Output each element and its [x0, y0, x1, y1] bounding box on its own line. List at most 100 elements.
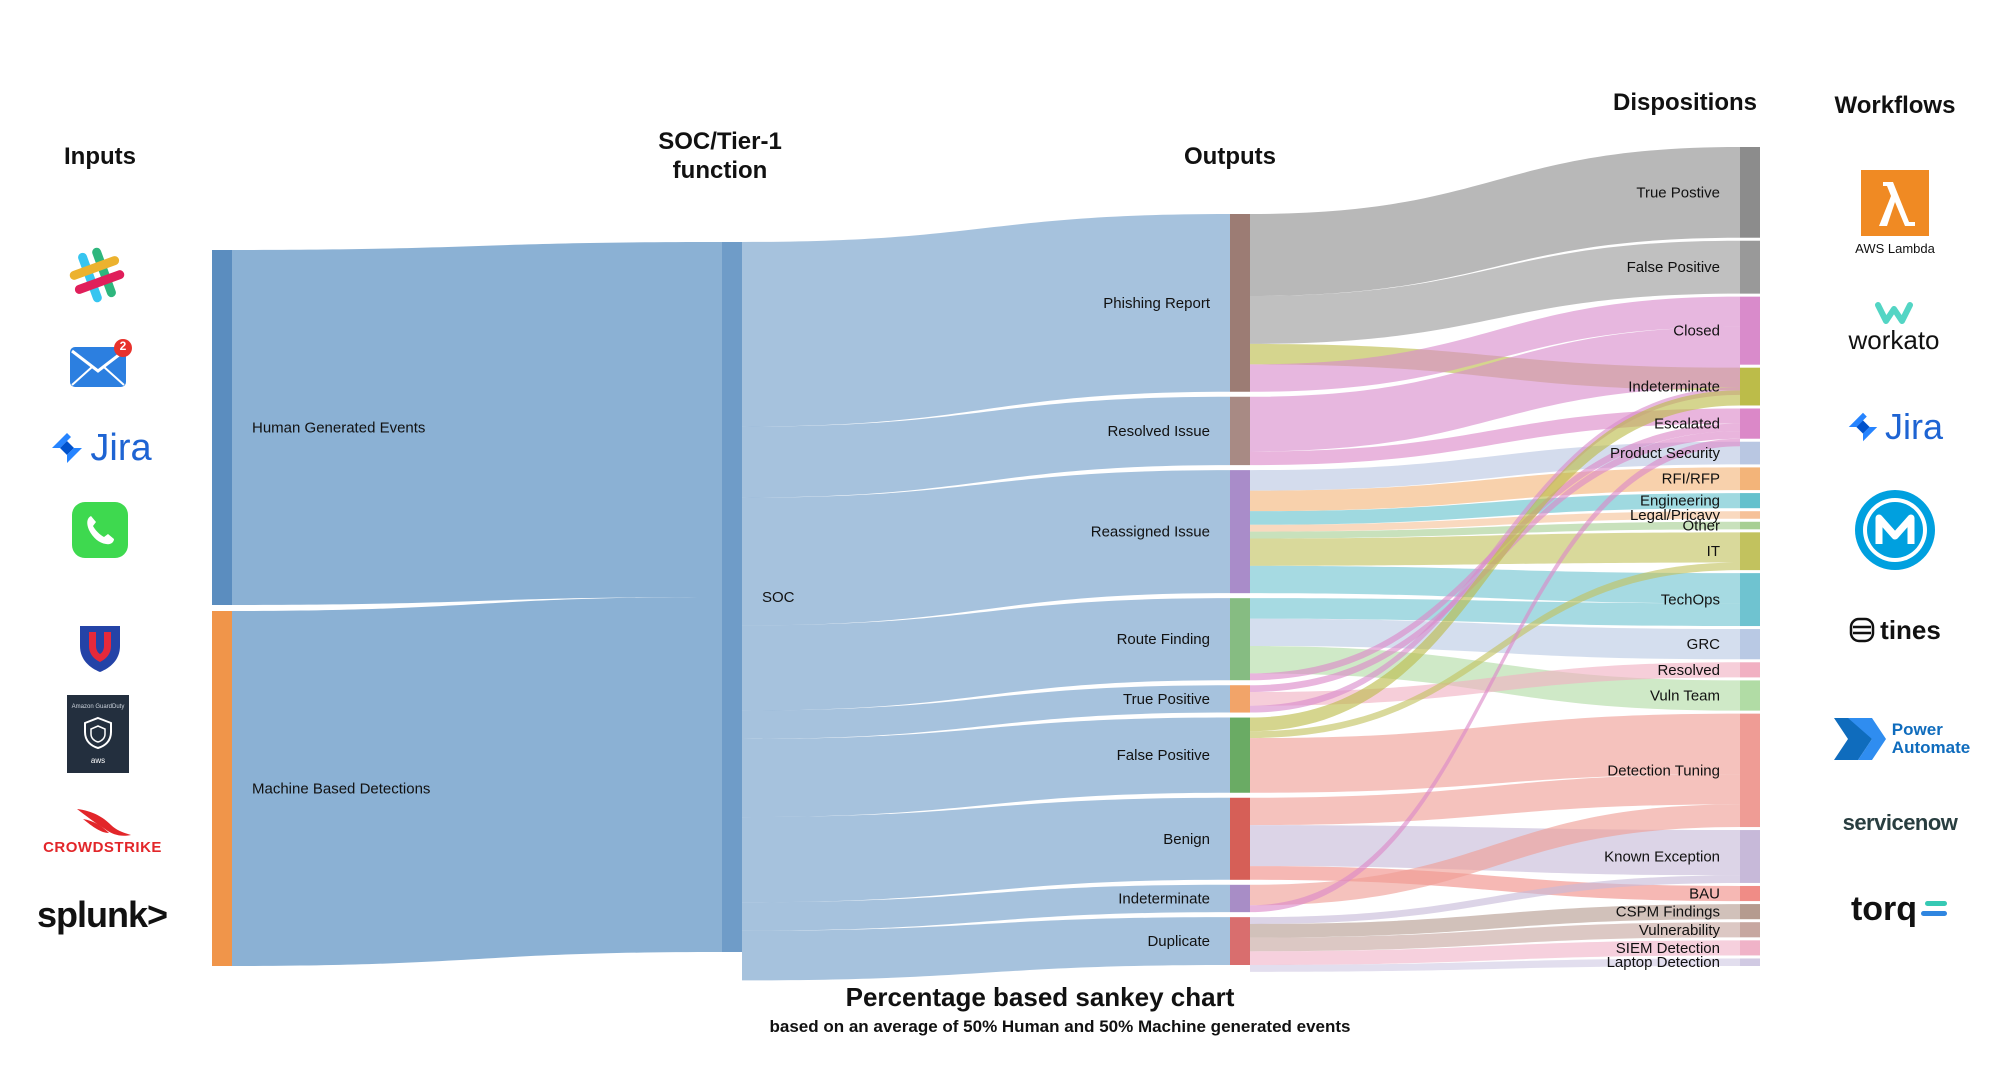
jira-icon	[1848, 412, 1878, 442]
label-dispositions-rfi-rfp: RFI/RFP	[1662, 471, 1720, 488]
label-dispositions-resolved: Resolved	[1657, 662, 1720, 679]
link-reassigned-issue-to-engineering	[1250, 493, 1740, 525]
label-dispositions-other: Other	[1682, 518, 1720, 535]
slack-icon	[62, 240, 132, 310]
mail-icon: 2	[64, 335, 144, 395]
shield-u-icon	[72, 620, 128, 676]
label-dispositions-cspm-findings: CSPM Findings	[1616, 904, 1720, 921]
node-dispositions-engineering	[1740, 493, 1760, 509]
label-dispositions-escalated: Escalated	[1654, 416, 1720, 433]
node-outputs-phishing-report	[1230, 214, 1250, 392]
label-outputs-true-positive: True Positive	[1123, 691, 1210, 708]
splunk-text: splunk>	[36, 894, 168, 935]
label-dispositions-vuln-team: Vuln Team	[1650, 688, 1720, 705]
link-soc-to-route-finding	[742, 598, 1230, 711]
link-phishing-report-to-true-postive	[1250, 147, 1740, 297]
header-inputs: Inputs	[64, 143, 136, 170]
power-automate-logo: Power Automate	[1826, 712, 1976, 766]
link-reassigned-issue-to-legal-pricavy	[1250, 511, 1740, 532]
node-dispositions-other	[1740, 521, 1760, 530]
link-indeterminate-to-escalated	[1250, 438, 1740, 913]
torq-text: torq	[1850, 889, 1918, 928]
link-false-positive-to-indeterminate	[1250, 390, 1740, 732]
link-human-generated-events-to-soc	[232, 242, 722, 605]
crowdstrike-logo: CROWDSTRIKE	[30, 800, 175, 860]
node-dispositions-vuln-team	[1740, 680, 1760, 711]
jira-icon	[52, 433, 83, 463]
node-dispositions-indeterminate	[1740, 367, 1760, 406]
tines-text: tines	[1880, 614, 1941, 645]
node-outputs-benign	[1230, 797, 1250, 880]
node-outputs-reassigned-issue	[1230, 470, 1250, 594]
label-dispositions-known-exception: Known Exception	[1604, 849, 1720, 866]
label-dispositions-engineering: Engineering	[1640, 493, 1720, 510]
aws-lambda-logo: AWS Lambda	[1840, 168, 1950, 258]
link-reassigned-issue-to-other	[1250, 521, 1740, 539]
label-dispositions-bau: BAU	[1689, 886, 1720, 903]
link-soc-to-false-positive	[742, 717, 1230, 818]
power-automate-icon	[1833, 718, 1886, 760]
node-dispositions-cspm-findings	[1740, 904, 1760, 920]
link-duplicate-to-laptop-detection	[1250, 958, 1740, 972]
splunk-logo: splunk>	[32, 890, 172, 940]
label-inputs-human-generated-events: Human Generated Events	[252, 420, 425, 437]
workato-text: workato	[1848, 324, 1940, 355]
servicenow-text: servicenow	[1842, 810, 1958, 835]
label-dispositions-product-security: Product Security	[1610, 445, 1721, 462]
guardduty-aws: aws	[90, 755, 106, 765]
link-false-positive-to-detection-tuning	[1250, 713, 1740, 793]
label-dispositions-it: IT	[1707, 543, 1720, 560]
tines-logo: tines	[1840, 608, 1950, 652]
label-dispositions-siem-detection: SIEM Detection	[1616, 940, 1720, 957]
node-outputs-true-positive	[1230, 685, 1250, 713]
link-reassigned-issue-to-techops	[1250, 565, 1740, 604]
node-dispositions-detection-tuning	[1740, 713, 1760, 828]
link-duplicate-to-cspm-findings	[1250, 904, 1740, 938]
link-route-finding-to-techops	[1250, 598, 1740, 627]
header-workflows: Workflows	[1834, 92, 1956, 119]
node-dispositions-techops	[1740, 573, 1760, 627]
aws-lambda-caption: AWS Lambda	[1855, 241, 1935, 256]
link-resolved-issue-to-closed	[1250, 326, 1740, 452]
chart-title: Percentage based sankey chart	[845, 982, 1235, 1012]
link-soc-to-indeterminate	[742, 884, 1230, 931]
link-true-positive-to-closed	[1250, 387, 1740, 713]
jira-input-text: Jira	[90, 426, 152, 469]
workato-logo: workato	[1836, 298, 1952, 358]
label-dispositions-false-positive: False Positive	[1627, 259, 1720, 276]
node-outputs-route-finding	[1230, 598, 1250, 681]
link-soc-to-true-positive	[742, 685, 1230, 739]
node-dispositions-vulnerability	[1740, 922, 1760, 938]
crowdstrike-text: CROWDSTRIKE	[43, 838, 162, 856]
header-outputs: Outputs	[1184, 143, 1276, 170]
jira-workflow-logo: Jira	[1836, 400, 1952, 454]
node-dispositions-rfi-rfp	[1740, 467, 1760, 491]
node-outputs-duplicate	[1230, 917, 1250, 965]
node-dispositions-closed	[1740, 296, 1760, 365]
label-inputs-machine-based-detections: Machine Based Detections	[252, 781, 430, 798]
sankey-links	[232, 147, 1740, 981]
link-duplicate-to-siem-detection	[1250, 940, 1740, 965]
phone-icon	[70, 500, 130, 560]
link-indeterminate-to-detection-tuning	[1250, 804, 1740, 906]
link-soc-to-resolved-issue	[742, 396, 1230, 498]
node-outputs-resolved-issue	[1230, 396, 1250, 466]
link-duplicate-to-vulnerability	[1250, 922, 1740, 952]
torq-logo: torq	[1836, 884, 1966, 934]
label-outputs-phishing-report: Phishing Report	[1103, 295, 1211, 312]
node-dispositions-resolved	[1740, 662, 1760, 678]
label-outputs-route-finding: Route Finding	[1117, 631, 1210, 648]
node-soc-soc	[722, 242, 742, 952]
label-outputs-benign: Benign	[1163, 831, 1210, 848]
link-benign-to-bau	[1250, 866, 1740, 902]
mulesoft-logo	[1850, 485, 1940, 575]
node-dispositions-siem-detection	[1740, 940, 1760, 956]
header-dispositions: Dispositions	[1612, 89, 1757, 116]
jira-workflow-text: Jira	[1884, 406, 1943, 447]
node-dispositions-product-security	[1740, 441, 1760, 465]
jira-input-logo: Jira	[40, 420, 160, 476]
power-automate-text: Power Automate	[1891, 720, 1971, 757]
link-route-finding-to-grc	[1250, 618, 1740, 660]
node-dispositions-legal-pricavy	[1740, 511, 1760, 519]
